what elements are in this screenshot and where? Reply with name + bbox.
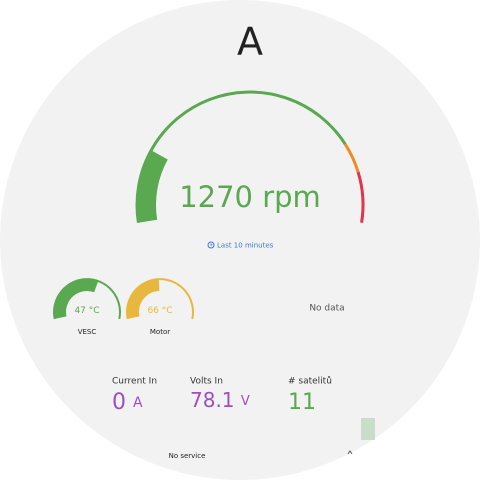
rpm-unit: rpm <box>262 180 321 214</box>
title: A <box>237 20 263 64</box>
arrow-icon <box>347 450 353 455</box>
time-range[interactable]: Last 10 minutes <box>217 242 274 250</box>
rpm-value: 1270 <box>179 180 253 214</box>
status: No service <box>169 452 206 460</box>
rpm-readout: 1270 rpm <box>179 180 321 214</box>
gauge-fill <box>136 149 168 223</box>
stat-value: 11 <box>288 390 316 415</box>
temp-label: VESC <box>78 328 97 336</box>
stat-value: 78.1 <box>190 388 235 412</box>
stat-unit: A <box>133 395 143 411</box>
temp-unit: °C <box>89 306 100 316</box>
signal-bar <box>361 418 375 440</box>
no-data: No data <box>309 304 344 314</box>
stat-label: Current In <box>112 377 157 387</box>
temp-gauge-fill <box>127 279 160 319</box>
temp-value: 47 <box>74 306 85 316</box>
gauge-track-warn <box>344 143 360 173</box>
stat-label: Volts In <box>190 377 223 387</box>
temp-value: 66 <box>147 306 159 316</box>
stat-readout: 78.1 V <box>190 388 250 412</box>
temp-readout: 66 °C <box>147 306 172 316</box>
clock-icon <box>207 241 215 249</box>
temp-readout: 47 °C <box>74 306 99 316</box>
temp-label: Motor <box>150 328 170 336</box>
stat-value: 0 <box>112 390 126 415</box>
stat-unit: V <box>241 394 250 409</box>
temp-unit: °C <box>162 306 173 316</box>
stat-readout: 0 A <box>112 390 143 415</box>
stat-label: # satelitů <box>288 376 332 387</box>
temp-gauge-fill <box>54 279 99 319</box>
gauge-track-danger <box>356 171 365 223</box>
